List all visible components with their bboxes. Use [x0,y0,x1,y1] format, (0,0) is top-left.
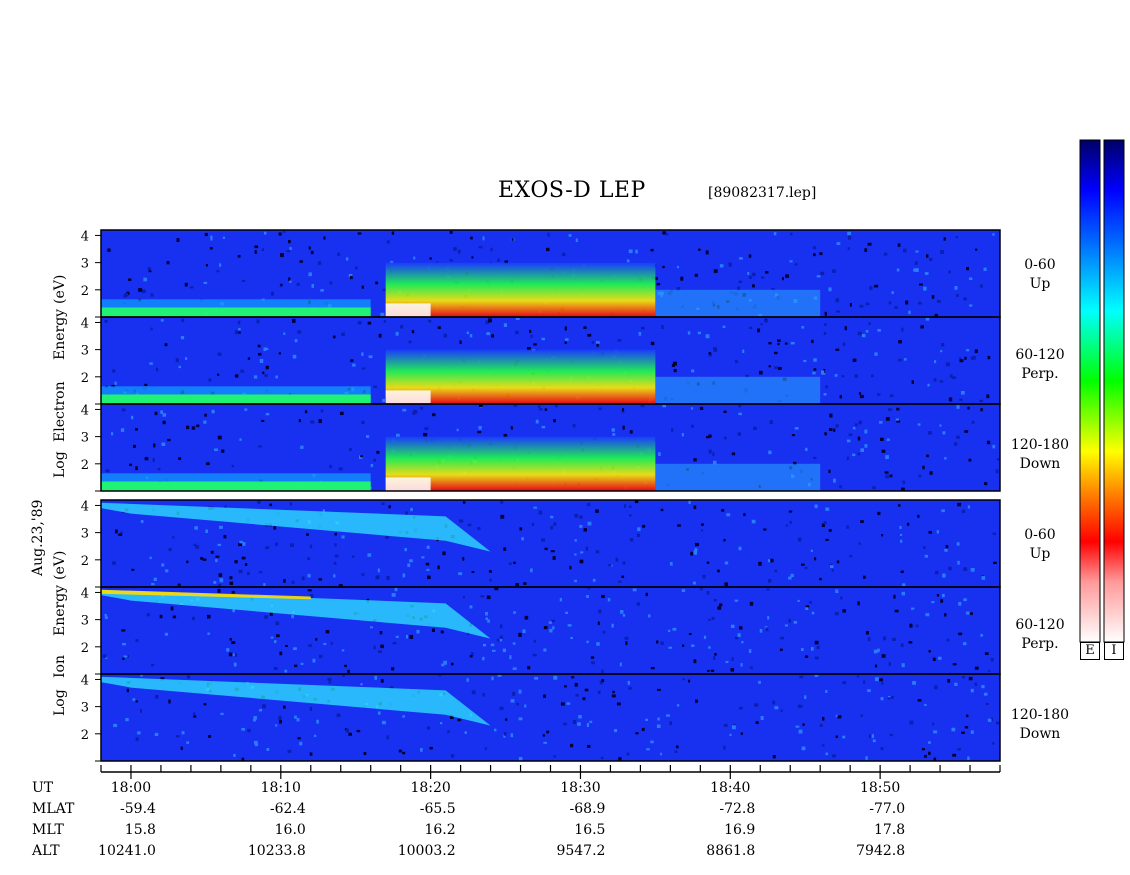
electron-ylabel-unit: (eV) [52,274,68,304]
y-tick-label-1-1: 2 [81,371,89,386]
row-name-ut: UT [32,780,54,796]
orbit-mlat-value: -72.8 [719,801,756,817]
row-name-mlat: MLAT [32,801,75,817]
y-tick-label-3-2: 3 [81,527,89,542]
y-tick-label-1-2: 3 [81,344,89,359]
orbit-mlt-value: 17.8 [873,822,906,838]
orbit-mlt-value: 16.2 [424,822,456,838]
orbit-mlat-value: -68.9 [569,801,606,817]
electron-tail-1 [655,376,821,404]
electron-ylabel-log: Log [52,451,68,478]
y-tick-label-0-3: 4 [81,229,89,244]
ion-beam-4 [101,589,491,639]
y-tick-label-4-3: 4 [81,586,89,601]
orbit-mlat-value: -59.4 [120,801,156,817]
y-tick-label-4-2: 3 [81,614,89,629]
y-tick-label-2-1: 2 [81,458,89,473]
ion-core-4 [101,589,311,600]
y-tick-label-5-1: 2 [81,728,89,743]
orbit-ut-value: 18:30 [560,780,601,796]
panel-label-i-perp: 60-120 Perp. [1015,617,1065,652]
ion-ylabel-species: Ion [52,655,68,678]
electron-core-0 [101,307,371,317]
orbit-alt-value: 10003.2 [397,843,456,859]
row-name-mlt: MLT [32,822,64,838]
electron-peak-0 [385,303,431,317]
panel-label-e-up: 0-60 Up [1024,257,1056,292]
orbit-mlat-value: -77.0 [869,801,906,817]
chart-title: EXOS-D LEP [498,178,646,203]
electron-peak-1 [385,390,431,404]
orbit-mlt-value: 16.9 [724,822,756,838]
panel-frame-5 [100,673,1001,762]
panel-label-e-perp: 60-120 Perp. [1015,347,1065,382]
orbit-alt-value: 7942.8 [856,843,906,859]
orbit-alt-value: 8861.8 [706,843,756,859]
panel-noise-3 [112,500,997,588]
row-name-alt: ALT [32,843,60,859]
file-name: [89082317.lep] [708,185,817,201]
y-tick-label-5-3: 4 [81,673,89,688]
y-tick-label-4-1: 2 [81,641,89,656]
orbit-mlt-value: 16.5 [574,822,606,838]
orbit-mlat-value: -62.4 [269,801,306,817]
orbit-ut-value: 18:20 [410,780,451,796]
orbit-ut-value: 18:10 [260,780,301,796]
electron-core-2 [101,481,371,491]
electron-core-1 [101,394,371,404]
electron-peak-2 [385,477,431,491]
orbit-ut-value: 18:00 [110,780,152,796]
panel-label-i-up: 0-60 Up [1024,527,1056,562]
ion-beam-3 [101,502,491,552]
y-tick-label-2-3: 4 [81,403,89,418]
colorbar-electron-label: E [1080,642,1100,660]
y-tick-label-3-3: 4 [81,499,89,514]
orbit-alt-value: 10241.0 [98,843,156,859]
date-label: Aug.23,'89 [30,499,46,576]
electron-tail-0 [655,289,821,317]
ion-ylabel-unit: (eV) [52,550,68,580]
orbit-alt-value: 10233.8 [247,843,306,859]
y-tick-label-0-2: 3 [81,257,89,272]
y-tick-label-1-3: 4 [81,316,89,331]
orbit-ut-value: 18:50 [859,780,901,796]
orbit-alt-value: 9547.2 [556,843,606,859]
electron-ylabel-energy: Energy [52,308,68,360]
orbit-mlat-value: -65.5 [419,801,456,817]
ion-ylabel-log: Log [52,689,68,716]
colorbar-ion-label: I [1104,642,1124,660]
orbit-mlt-value: 16.0 [274,822,306,838]
ion-beam-5 [101,676,491,726]
y-tick-label-3-1: 2 [81,554,89,569]
electron-ylabel-species: Electron [52,381,68,442]
panel-label-e-down: 120-180 Down [1010,437,1070,472]
electron-tail-2 [655,463,821,491]
y-tick-label-2-2: 3 [81,431,89,446]
panel-label-i-down: 120-180 Down [1010,707,1070,742]
orbit-mlt-value: 15.8 [124,822,156,838]
y-tick-label-0-1: 2 [81,284,89,299]
orbit-ut-value: 18:40 [710,780,751,796]
panel-frame-2 [100,403,1001,492]
colorbar-electron [1079,139,1101,643]
colorbar-ion [1103,139,1125,643]
ion-ylabel-energy: Energy [52,584,68,636]
y-tick-label-5-2: 3 [81,701,89,716]
